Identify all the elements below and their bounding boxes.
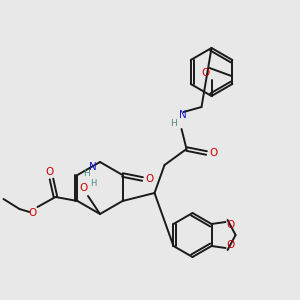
Text: O: O — [226, 220, 235, 230]
Text: N: N — [178, 110, 186, 120]
Text: O: O — [28, 208, 37, 218]
Text: O: O — [201, 68, 210, 78]
Text: H: H — [82, 169, 89, 178]
Text: O: O — [80, 183, 88, 193]
Text: O: O — [209, 148, 217, 158]
Text: O: O — [146, 174, 154, 184]
Text: O: O — [45, 167, 54, 177]
Text: H: H — [90, 179, 96, 188]
Text: O: O — [226, 240, 235, 250]
Text: N: N — [89, 162, 97, 172]
Text: H: H — [170, 118, 177, 127]
